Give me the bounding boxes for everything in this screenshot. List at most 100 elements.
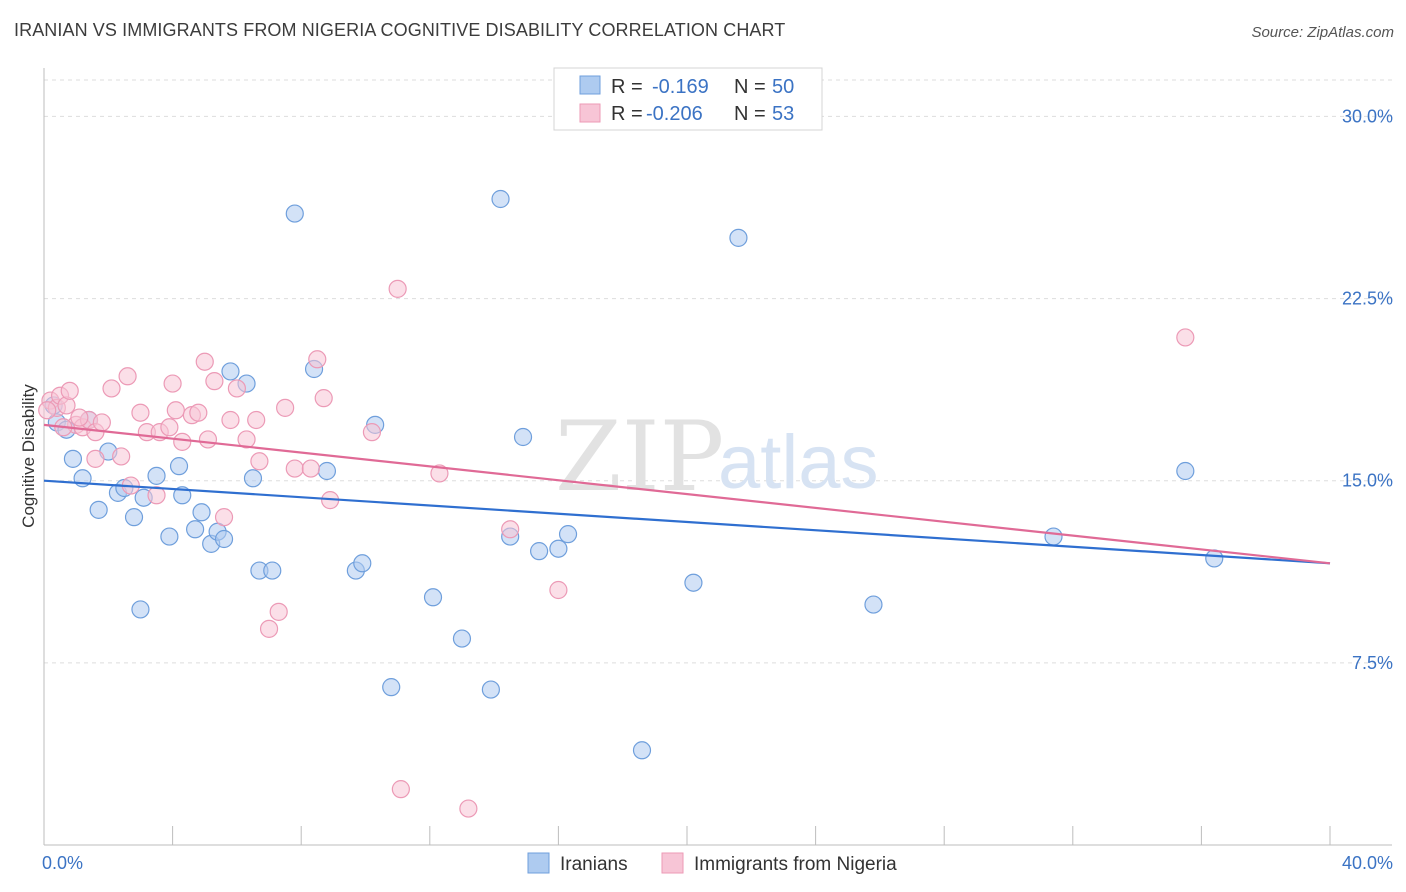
nigeria-point [70,408,89,427]
nigeria-point [549,580,568,600]
y-tick-label: 30.0% [1342,106,1393,126]
nigeria-point [86,449,105,468]
nigeria-point [276,398,295,417]
x-tick-label: 40.0% [1342,853,1393,873]
nigeria-point [391,780,410,799]
iranians-point [864,595,883,614]
legend-swatch-nigeria [579,103,601,123]
bottom-legend-swatch-iranians [527,852,550,874]
nigeria-point [205,372,224,391]
nigeria-point [362,423,382,442]
nigeria-point [60,381,79,400]
legend-swatch-iranians [579,75,601,95]
iranians-point [169,457,189,476]
iranians-point [452,629,472,648]
nigeria-point [163,374,182,393]
nigeria-point [173,432,192,451]
y-tick-label: 7.5% [1352,653,1393,673]
nigeria-point [501,520,520,539]
nigeria-point [301,459,320,478]
iranians-point [124,508,144,527]
nigeria-point [285,459,304,478]
legend-n-value-2: 53 [772,103,794,125]
iranians-point [513,427,533,447]
iranians-point [684,573,703,592]
nigeria-point [131,403,150,422]
nigeria-point [160,418,179,437]
chart-title: IRANIAN VS IMMIGRANTS FROM NIGERIA COGNI… [14,20,786,40]
nigeria-point [247,410,266,430]
nigeria-point [102,379,121,398]
iranians-point [491,189,510,209]
nigeria-point [118,367,137,386]
legend-r-label-2: R = [611,103,643,125]
series-legend: Iranians Immigrants from Nigeria [527,852,897,875]
iranians-point [530,542,549,561]
legend-n-label-2: N = [734,103,766,125]
iranians-point [481,680,500,699]
iranians-point [186,520,205,539]
nigeria-point [314,389,333,408]
nigeria-point [459,799,478,818]
nigeria-point [221,410,240,430]
nigeria-point [38,401,57,420]
nigeria-point [250,452,269,471]
legend-r-value-2: -0.206 [646,103,703,125]
gridlines [44,79,1392,664]
nigeria-trend-line [43,423,1331,565]
y-axis-title: Cognitive Disability [19,384,38,528]
bottom-legend-iranians: Iranians [560,854,628,875]
watermark-atlas: atlas [718,420,879,505]
iranians-point [173,486,192,505]
trend-lines [43,423,1331,565]
iranians-point [192,503,211,522]
nigeria-point [189,403,208,422]
nigeria-point [308,350,327,369]
nigeria-point [1176,328,1195,347]
iranians-point [353,554,372,573]
iranians-point [243,469,263,488]
nigeria-point [214,508,234,527]
iranians-point [549,539,568,558]
iranians-point [423,588,443,607]
nigeria-point [430,464,449,483]
iranians-trend-line [43,479,1331,565]
nigeria-point [147,486,166,505]
iranians-point [729,228,748,247]
tick-labels: 7.5% 15.0% 22.5% 30.0% 0.0% 40.0% [42,106,1393,873]
iranians-point [285,204,304,223]
iranians-point [63,449,83,468]
iranians-point [263,561,282,580]
bottom-legend-nigeria: Immigrants from Nigeria [694,854,897,875]
y-tick-label: 15.0% [1342,471,1393,491]
iranians-point [382,678,401,697]
legend-n-label-1: N = [734,76,766,98]
legend-r-label-1: R = [611,76,643,98]
iranians-point [317,461,337,481]
bottom-legend-swatch-nigeria [661,852,684,874]
nigeria-point [259,619,279,638]
nigeria-point [195,352,214,371]
data-points [38,189,1224,818]
iranians-point [221,362,240,381]
x-tick-label: 0.0% [42,853,83,873]
nigeria-point [92,413,111,432]
legend-r-value-1: -0.169 [652,76,709,98]
y-tick-label: 22.5% [1342,289,1393,309]
iranians-point [214,529,234,549]
iranians-point [1176,461,1195,481]
nigeria-point [166,401,185,420]
iranians-point [632,741,652,760]
iranians-point [131,600,150,619]
nigeria-point [269,602,288,621]
iranians-point [160,527,179,546]
iranians-point [1044,527,1063,546]
nigeria-point [112,447,131,466]
iranians-point [558,525,578,544]
source-label: Source: ZipAtlas.com [1251,24,1394,41]
nigeria-point [388,279,407,298]
correlation-legend: R = -0.169 N = 50 R = -0.206 N = 53 [553,67,823,131]
iranians-point [89,500,108,519]
legend-n-value-1: 50 [772,76,794,98]
